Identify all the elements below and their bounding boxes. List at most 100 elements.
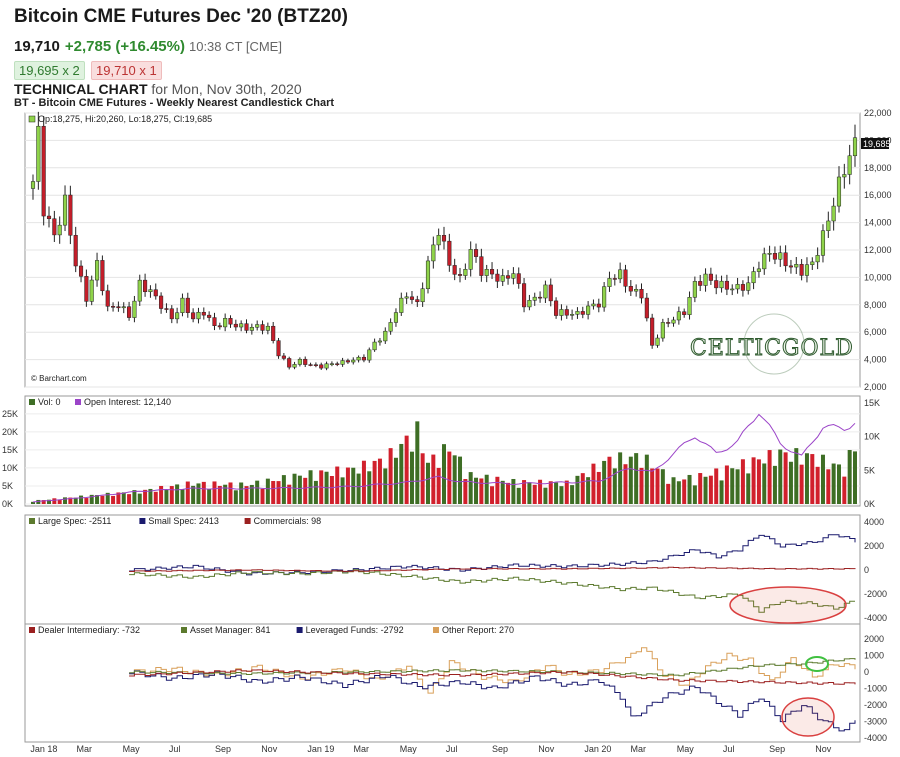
volume-bar [772, 465, 777, 504]
cot2-y-tick: -4000 [864, 733, 887, 743]
candle-body [714, 280, 719, 289]
volume-bar [68, 497, 73, 504]
tech-chart-title: TECHNICAL CHART [14, 81, 148, 97]
candle-body [62, 194, 68, 226]
candle-body [650, 317, 655, 346]
candle-body [335, 363, 340, 365]
candle-body [596, 303, 601, 308]
candle-body [425, 260, 431, 289]
x-axis-tick: Sep [769, 744, 785, 754]
volume-bar [239, 482, 244, 504]
price-y-tick: 10,000 [864, 272, 892, 282]
candle-body [452, 265, 457, 275]
candle-body [159, 295, 164, 309]
cot1-legend-swatch [244, 518, 251, 524]
volume-bar [420, 453, 425, 504]
candle-body [52, 218, 57, 236]
candle-body [457, 274, 463, 276]
candle-body [228, 318, 233, 325]
volume-bar [196, 483, 201, 504]
vol-y-tick-right: 10K [864, 432, 880, 442]
candle-body [345, 360, 350, 363]
cot1-y-tick: 2000 [864, 541, 884, 551]
candle-body [132, 300, 137, 318]
bid-badge: 19,695 x 2 [14, 61, 85, 80]
volume-bar [767, 450, 772, 504]
candle-body [703, 273, 708, 286]
volume-bar [255, 480, 260, 504]
candle-body [196, 311, 201, 320]
cot1-legend: Small Spec: 2413 [148, 516, 219, 526]
volume-bar [52, 498, 57, 504]
candle-body [78, 265, 84, 277]
candle-body [751, 271, 756, 284]
last-price-tag [861, 138, 889, 149]
volume-bar [281, 475, 286, 504]
volume-bar [164, 489, 169, 504]
volume-bar [596, 471, 601, 504]
candle-body [746, 282, 751, 291]
cot1-legend-swatch [139, 518, 146, 524]
candle-body [778, 252, 783, 260]
candle-body [89, 279, 94, 302]
volume-bar [607, 456, 612, 504]
volume-bar [532, 484, 537, 504]
candle-body [180, 297, 185, 313]
candle-body [756, 268, 761, 272]
barchart-watermark: © Barchart.com [31, 374, 87, 383]
cot2-legend: Other Report: 270 [442, 625, 514, 635]
volume-bar [249, 484, 254, 504]
candle-body [361, 356, 366, 361]
volume-bar [340, 477, 345, 504]
candle-body [548, 284, 553, 302]
candle-body [169, 308, 174, 320]
vol-y-tick-left: 0K [2, 499, 13, 509]
volume-bar [404, 435, 409, 504]
x-axis-tick: Jan 18 [30, 744, 57, 754]
candle-body [692, 281, 697, 298]
price-y-tick: 4,000 [864, 355, 887, 365]
volume-bar [105, 492, 110, 504]
tech-chart-date: for Mon, Nov 30th, 2020 [151, 81, 302, 97]
candle-body [30, 181, 36, 189]
vol-y-tick-right: 5K [864, 465, 875, 475]
volume-bar [276, 481, 281, 504]
candle-body [586, 305, 591, 315]
candle-body [810, 261, 815, 265]
volume-bar [121, 492, 126, 504]
large-spec-line [129, 569, 855, 613]
x-axis-tick: May [123, 744, 141, 754]
candle-body [575, 311, 580, 315]
candle-body [185, 297, 190, 313]
candle-body [527, 300, 532, 308]
candle-body [618, 269, 623, 280]
ask-badge: 19,710 x 1 [91, 61, 162, 80]
candle-body [788, 265, 793, 268]
large-spec-highlight [729, 586, 847, 624]
candle-body [121, 306, 126, 309]
volume-bar [682, 479, 687, 504]
volume-bar [335, 466, 340, 504]
volume-bar [111, 495, 116, 504]
candle-body [820, 230, 826, 256]
candle-body [719, 280, 724, 289]
volume-bar [137, 493, 142, 504]
x-axis-tick: Mar [77, 744, 93, 754]
volume-bar [490, 486, 495, 504]
volume-bar [425, 462, 430, 504]
chart-subtitle: BT - Bitcoin CME Futures - Weekly Neares… [14, 97, 335, 109]
volume-bar [383, 468, 388, 504]
candle-body [100, 260, 105, 292]
candle-body [495, 273, 500, 282]
volume-bar [233, 490, 238, 504]
volume-bar [618, 452, 623, 504]
volume-bar [191, 485, 196, 504]
candle-body [399, 297, 404, 313]
candle-body [105, 290, 110, 307]
panel-frame [24, 623, 861, 743]
volume-bar [730, 468, 735, 504]
volume-bar [287, 484, 292, 504]
volume-bar [95, 495, 100, 504]
vol-y-tick-left: 10K [2, 463, 18, 473]
volume-bar [810, 454, 815, 504]
